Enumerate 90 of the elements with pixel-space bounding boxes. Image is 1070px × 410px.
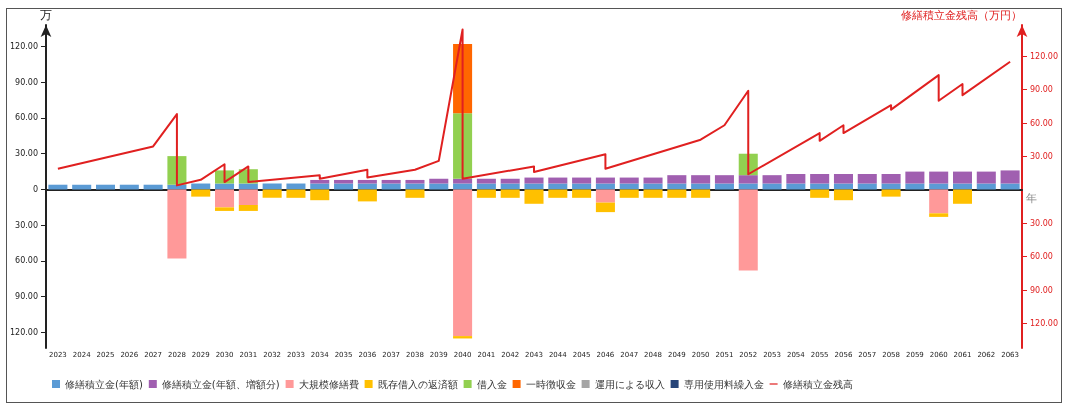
bar	[215, 207, 235, 211]
bar	[595, 189, 615, 203]
bar	[524, 189, 544, 204]
y-tick-label: 0	[32, 184, 38, 194]
bar	[833, 189, 853, 201]
y2-tick-label: 120.00	[1030, 51, 1059, 61]
legend-label: 専用使用料繰入金	[683, 378, 764, 390]
bar	[524, 177, 544, 184]
bar	[476, 189, 496, 198]
bar	[786, 173, 806, 184]
bar	[310, 189, 330, 201]
bar	[691, 175, 711, 184]
bar	[714, 175, 734, 184]
bar	[691, 189, 711, 198]
bar	[762, 175, 782, 184]
bar	[453, 189, 473, 337]
bar	[619, 189, 639, 198]
bar	[905, 171, 925, 184]
bar	[405, 189, 425, 198]
bar	[548, 189, 568, 198]
bar	[952, 171, 973, 184]
bar	[929, 171, 949, 184]
bar	[167, 189, 187, 259]
bar	[357, 179, 377, 184]
y-tick-label: 60.00	[15, 256, 38, 266]
bar	[381, 179, 401, 184]
bar	[476, 178, 496, 184]
legend-label: 既存借入の返済額	[377, 378, 458, 390]
bar	[572, 189, 592, 198]
bar	[572, 177, 592, 184]
legend-label: 修繕積立金(年額、増額分)	[161, 378, 280, 390]
line-series	[56, 28, 1012, 187]
y2-tick-label: 30.00	[1030, 151, 1053, 161]
legend-label: 借入金	[476, 378, 507, 390]
bar	[810, 173, 830, 184]
bar	[881, 189, 901, 197]
bar	[643, 177, 663, 184]
bar	[500, 178, 520, 184]
y2-tick-label: 120.00	[1030, 319, 1059, 328]
y-tick-label: 90.00	[15, 292, 38, 302]
x-axis-title: 年	[1026, 192, 1038, 206]
bar	[500, 189, 520, 198]
bar	[595, 177, 615, 184]
bar	[334, 179, 354, 184]
y-tick-label: 30.00	[15, 149, 38, 159]
bar	[619, 177, 639, 184]
bar	[810, 189, 830, 198]
bar	[215, 189, 235, 208]
bar	[286, 189, 306, 198]
bar	[929, 189, 949, 214]
bar	[667, 189, 687, 198]
y-axis-title: 万	[39, 8, 52, 22]
y-tick-label: 30.00	[15, 220, 38, 230]
y2-tick-label: 30.00	[1030, 218, 1053, 228]
bar	[881, 173, 901, 184]
legend-label: 大規模修繕費	[298, 378, 359, 390]
bar	[453, 178, 473, 184]
y-tick-label: 60.00	[15, 113, 38, 123]
y2-tick-label: 60.00	[1030, 252, 1053, 262]
y2-axis-title: 修繕積立金残高（万円）	[901, 9, 1023, 22]
bar	[929, 213, 949, 217]
bar	[357, 189, 377, 202]
bar	[310, 179, 330, 184]
bar	[1000, 170, 1020, 184]
bar	[738, 189, 758, 271]
bar	[738, 175, 758, 184]
y-tick-label: 120.00	[9, 41, 38, 51]
y2-tick-label: 90.00	[1030, 285, 1053, 295]
bar	[238, 204, 258, 211]
bar	[667, 175, 687, 184]
y2-tick-label: 90.00	[1030, 85, 1053, 95]
bar	[238, 189, 258, 205]
bar	[548, 177, 568, 184]
legend-label: 修繕積立金残高	[782, 378, 853, 390]
legend-label: 運用による収入	[594, 378, 665, 390]
legend-label: 一時徴収金	[525, 378, 576, 390]
bar	[857, 173, 877, 184]
bar	[191, 189, 211, 197]
bar	[595, 202, 615, 213]
bar	[262, 189, 282, 198]
y2-tick-label: 60.00	[1030, 118, 1053, 128]
bar	[643, 189, 663, 198]
legend-label: 修繕積立金(年額)	[65, 378, 143, 390]
bar	[976, 171, 996, 184]
bar	[405, 179, 425, 184]
bar	[429, 178, 449, 184]
bar	[952, 189, 973, 204]
y-tick-label: 90.00	[15, 77, 38, 87]
y-tick-label: 120.00	[9, 328, 38, 338]
bar	[833, 173, 853, 184]
